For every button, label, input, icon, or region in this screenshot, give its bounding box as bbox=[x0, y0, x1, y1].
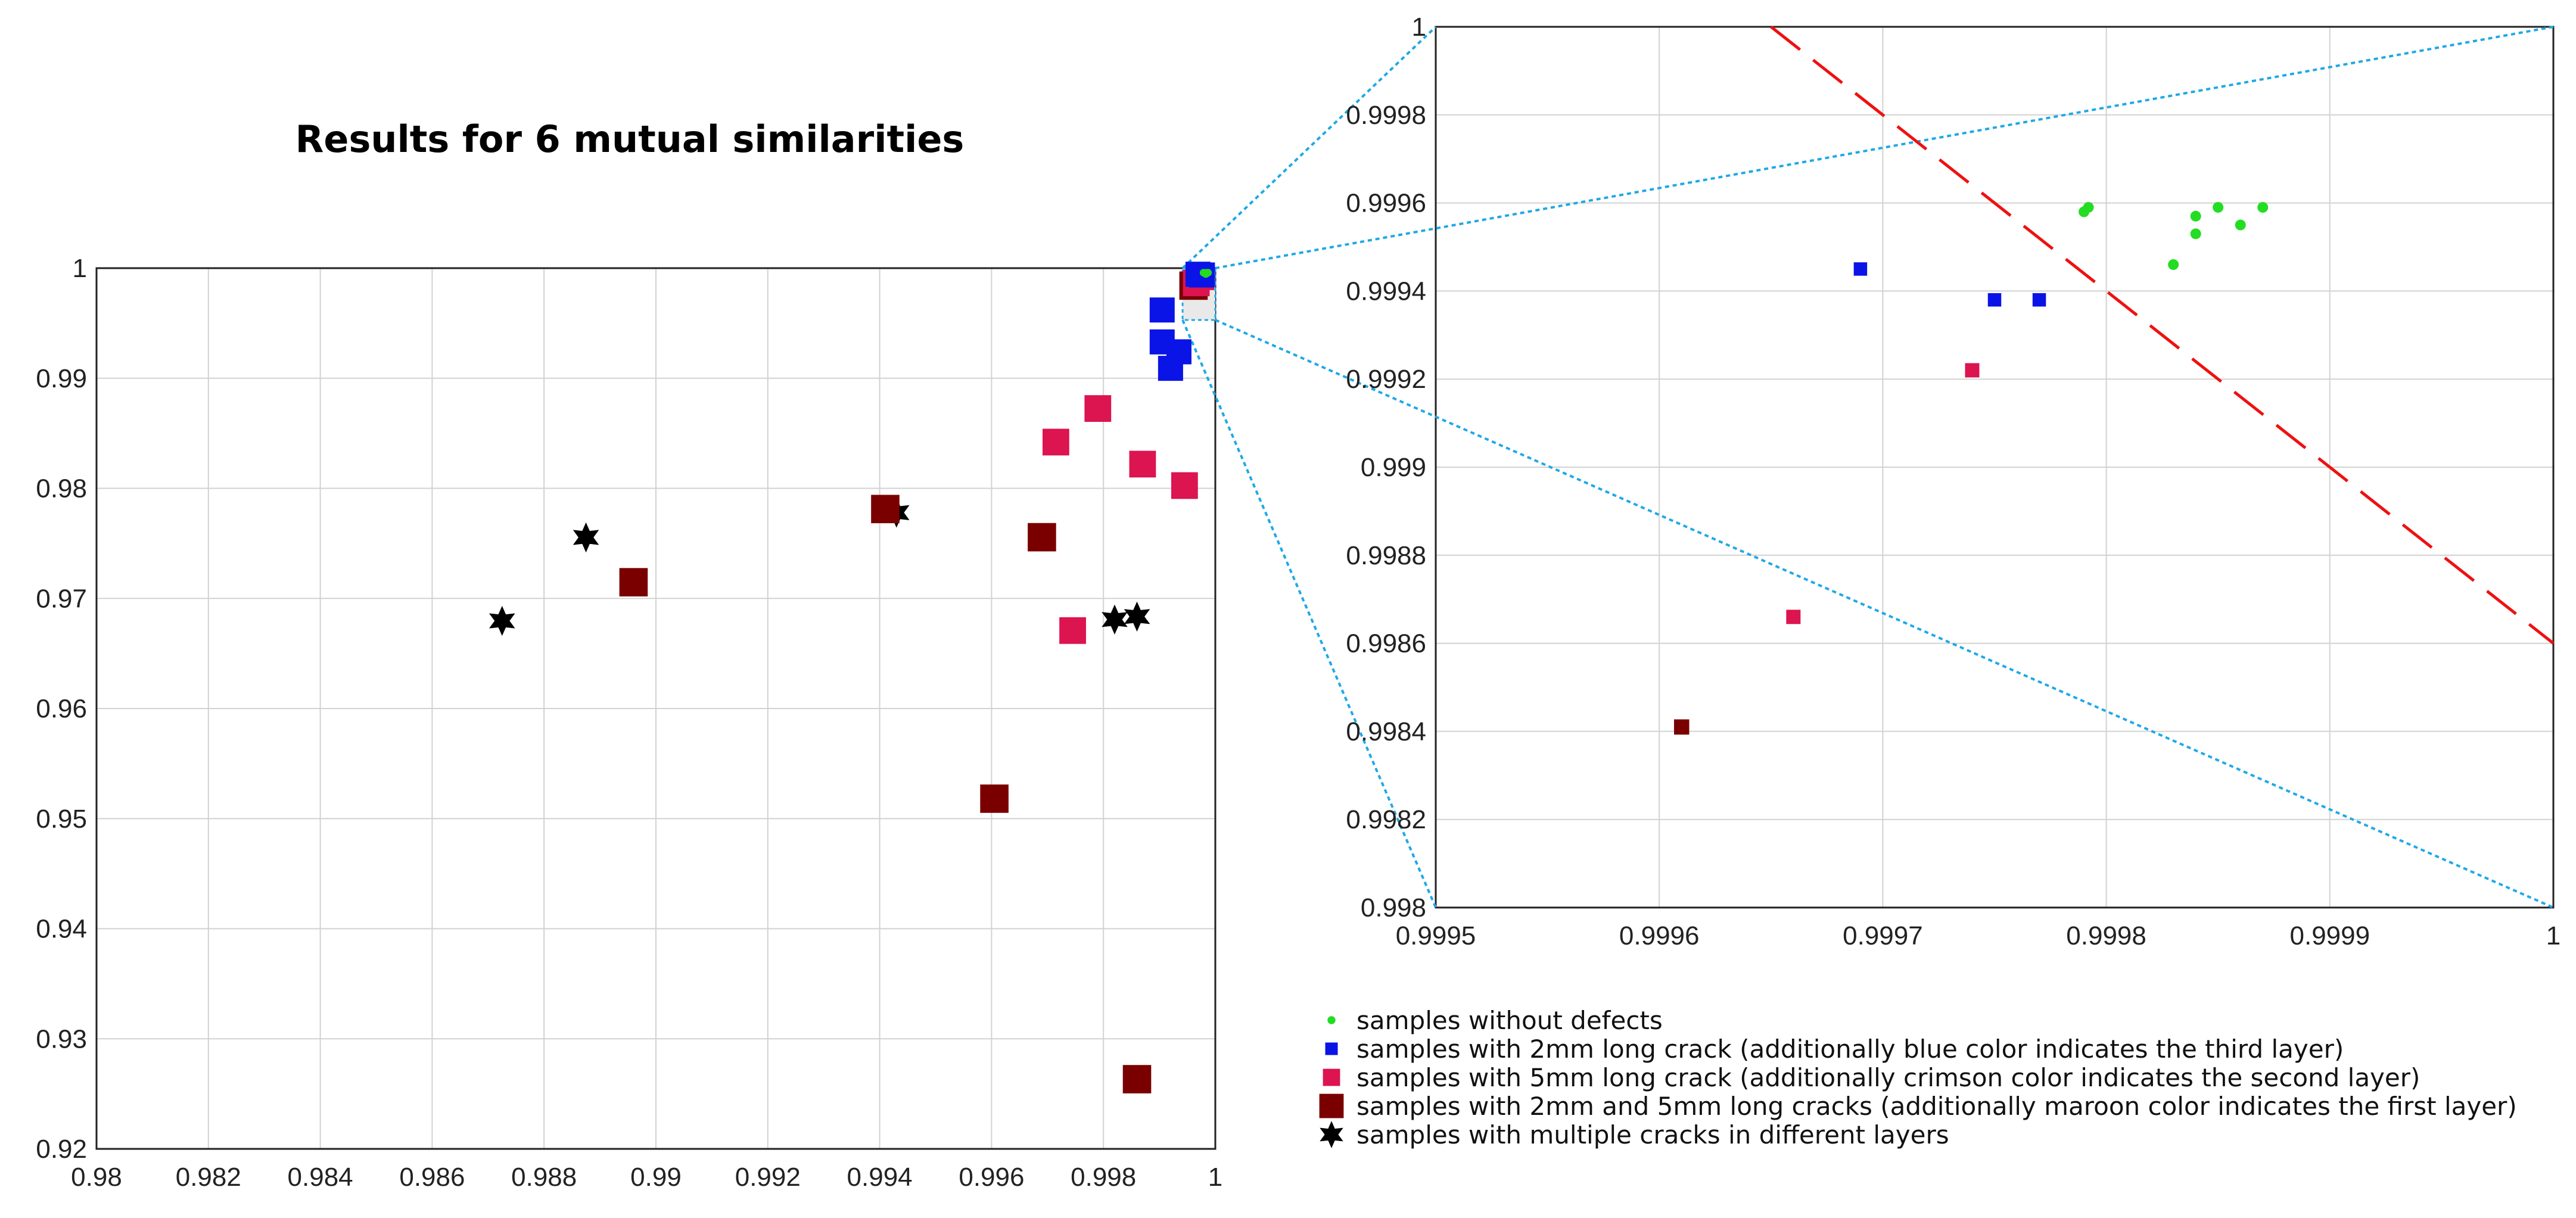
zoom-y-tick-label: 0.998 bbox=[1361, 893, 1426, 922]
zoom-point-green bbox=[2257, 201, 2269, 213]
zoom-tick-labels: 0.9995 0.9996 0.9997 0.9998 0.9999 1 0.998 0.99… bbox=[1346, 13, 2561, 950]
zoom-point-green bbox=[2213, 201, 2224, 213]
zoom-y-tick-label: 0.9988 bbox=[1346, 541, 1426, 570]
main-point-blue bbox=[1149, 297, 1175, 323]
zoom-point-blue bbox=[1987, 293, 2002, 307]
zoom-y-tick-label: 0.999 bbox=[1361, 453, 1426, 482]
zoom-point-green bbox=[2083, 201, 2094, 213]
main-tick-labels: 0.98 0.982 0.984 0.986 0.988 0.99 0.992 0.994 0.… bbox=[36, 254, 1222, 1192]
main-point-crimson bbox=[1129, 450, 1156, 478]
main-point-crimson bbox=[1084, 395, 1112, 422]
zoom-point-maroon bbox=[1673, 719, 1690, 735]
zoom-connector-line bbox=[1181, 319, 1437, 908]
zoom-y-tick-label: 0.9986 bbox=[1346, 629, 1426, 658]
zoom-y-tick-label: 1 bbox=[1412, 13, 1426, 42]
chart-title: Results for 6 mutual similarities bbox=[295, 117, 965, 161]
zoom-point-crimson bbox=[1786, 610, 1801, 624]
main-point-maroon bbox=[980, 784, 1009, 813]
main-point-maroon bbox=[871, 495, 900, 524]
main-point-crimson bbox=[1059, 617, 1086, 644]
zoom-connector-line bbox=[1215, 26, 2554, 269]
legend-marker-green bbox=[1327, 1016, 1336, 1024]
main-x-tick-label: 0.988 bbox=[511, 1163, 577, 1192]
legend-marker-multiple bbox=[1320, 1121, 1343, 1148]
legend-label-blue: samples with 2mm long crack (additionall… bbox=[1357, 1034, 2344, 1064]
zoom-y-tick-label: 0.9992 bbox=[1346, 365, 1426, 394]
main-x-tick-label: 0.982 bbox=[176, 1163, 241, 1192]
zoom-y-tick-label: 0.9982 bbox=[1346, 805, 1426, 834]
zoom-x-tick-label: 0.9997 bbox=[1843, 921, 1923, 950]
zoom-x-tick-label: 0.9996 bbox=[1619, 921, 1700, 950]
zoom-x-tick-label: 0.9999 bbox=[2290, 921, 2370, 950]
main-point-crimson bbox=[1171, 472, 1198, 499]
zoom-point-green bbox=[2235, 219, 2246, 231]
main-point-maroon bbox=[1122, 1065, 1152, 1093]
main-point-maroon bbox=[619, 568, 648, 596]
main-x-tick-label: 0.984 bbox=[288, 1163, 353, 1192]
main-x-tick-label: 0.98 bbox=[71, 1163, 122, 1192]
main-x-tick-label: 0.99 bbox=[630, 1163, 682, 1192]
zoom-point-blue bbox=[2032, 293, 2046, 307]
threshold-line bbox=[1770, 26, 2555, 645]
main-point-multiple bbox=[1124, 601, 1150, 632]
main-x-tick-label: 1 bbox=[1208, 1163, 1222, 1192]
main-scatter-points bbox=[489, 262, 1215, 1093]
zoom-scatter-points bbox=[1673, 26, 2555, 735]
zoom-y-tick-label: 0.9984 bbox=[1346, 717, 1426, 746]
main-x-tick-label: 0.998 bbox=[1071, 1163, 1136, 1192]
main-point-multiple bbox=[1102, 604, 1128, 635]
main-grid bbox=[95, 267, 1217, 1150]
main-point-multiple bbox=[489, 605, 515, 636]
main-x-tick-label: 0.996 bbox=[959, 1163, 1024, 1192]
main-x-tick-label: 0.994 bbox=[847, 1163, 913, 1192]
main-y-tick-label: 0.94 bbox=[36, 915, 87, 944]
main-point-crimson bbox=[1042, 428, 1069, 456]
legend-label-multiple: samples with multiple cracks in differen… bbox=[1357, 1120, 1949, 1149]
main-y-tick-label: 0.99 bbox=[36, 364, 87, 393]
main-y-tick-label: 0.93 bbox=[36, 1024, 87, 1054]
zoom-point-green bbox=[2190, 228, 2201, 240]
legend-label-green: samples without defects bbox=[1357, 1006, 1663, 1035]
main-y-tick-label: 0.92 bbox=[36, 1135, 87, 1164]
zoom-x-tick-label: 1 bbox=[2546, 921, 2561, 950]
main-point-green bbox=[1204, 269, 1212, 276]
main-y-tick-label: 1 bbox=[73, 254, 87, 283]
main-y-tick-label: 0.97 bbox=[36, 584, 87, 613]
zoom-x-tick-label: 0.9995 bbox=[1396, 921, 1476, 950]
zoom-point-blue bbox=[1853, 262, 1868, 276]
zoom-plot-frame bbox=[1435, 26, 2555, 909]
main-plot-frame bbox=[95, 267, 1217, 1150]
legend-marker-crimson bbox=[1323, 1068, 1340, 1086]
zoom-point-green bbox=[2190, 210, 2201, 222]
main-y-tick-label: 0.96 bbox=[36, 694, 87, 723]
legend-marker-maroon bbox=[1319, 1093, 1344, 1118]
zoom-x-tick-label: 0.9998 bbox=[2066, 921, 2146, 950]
main-y-tick-label: 0.95 bbox=[36, 804, 87, 834]
zoom-y-tick-label: 0.9994 bbox=[1346, 276, 1426, 306]
main-point-blue bbox=[1158, 356, 1183, 381]
legend-marker-blue bbox=[1325, 1042, 1338, 1055]
zoom-point-crimson bbox=[1965, 363, 1980, 378]
zoom-y-tick-label: 0.9996 bbox=[1346, 189, 1426, 218]
zoom-y-tick-label: 0.9998 bbox=[1346, 101, 1426, 130]
main-x-tick-label: 0.992 bbox=[735, 1163, 801, 1192]
main-point-maroon bbox=[1028, 523, 1056, 552]
main-y-tick-label: 0.98 bbox=[36, 474, 87, 504]
legend-label-crimson: samples with 5mm long crack (additionall… bbox=[1357, 1063, 2420, 1092]
zoom-grid bbox=[1435, 26, 2555, 909]
legend-label-maroon: samples with 2mm and 5mm long cracks (ad… bbox=[1357, 1092, 2517, 1121]
main-x-tick-label: 0.986 bbox=[399, 1163, 465, 1192]
zoom-point-green bbox=[2168, 259, 2179, 271]
zoom-connector-line bbox=[1181, 26, 1437, 269]
main-point-multiple bbox=[573, 522, 599, 553]
zoom-connector-line bbox=[1215, 319, 2554, 909]
